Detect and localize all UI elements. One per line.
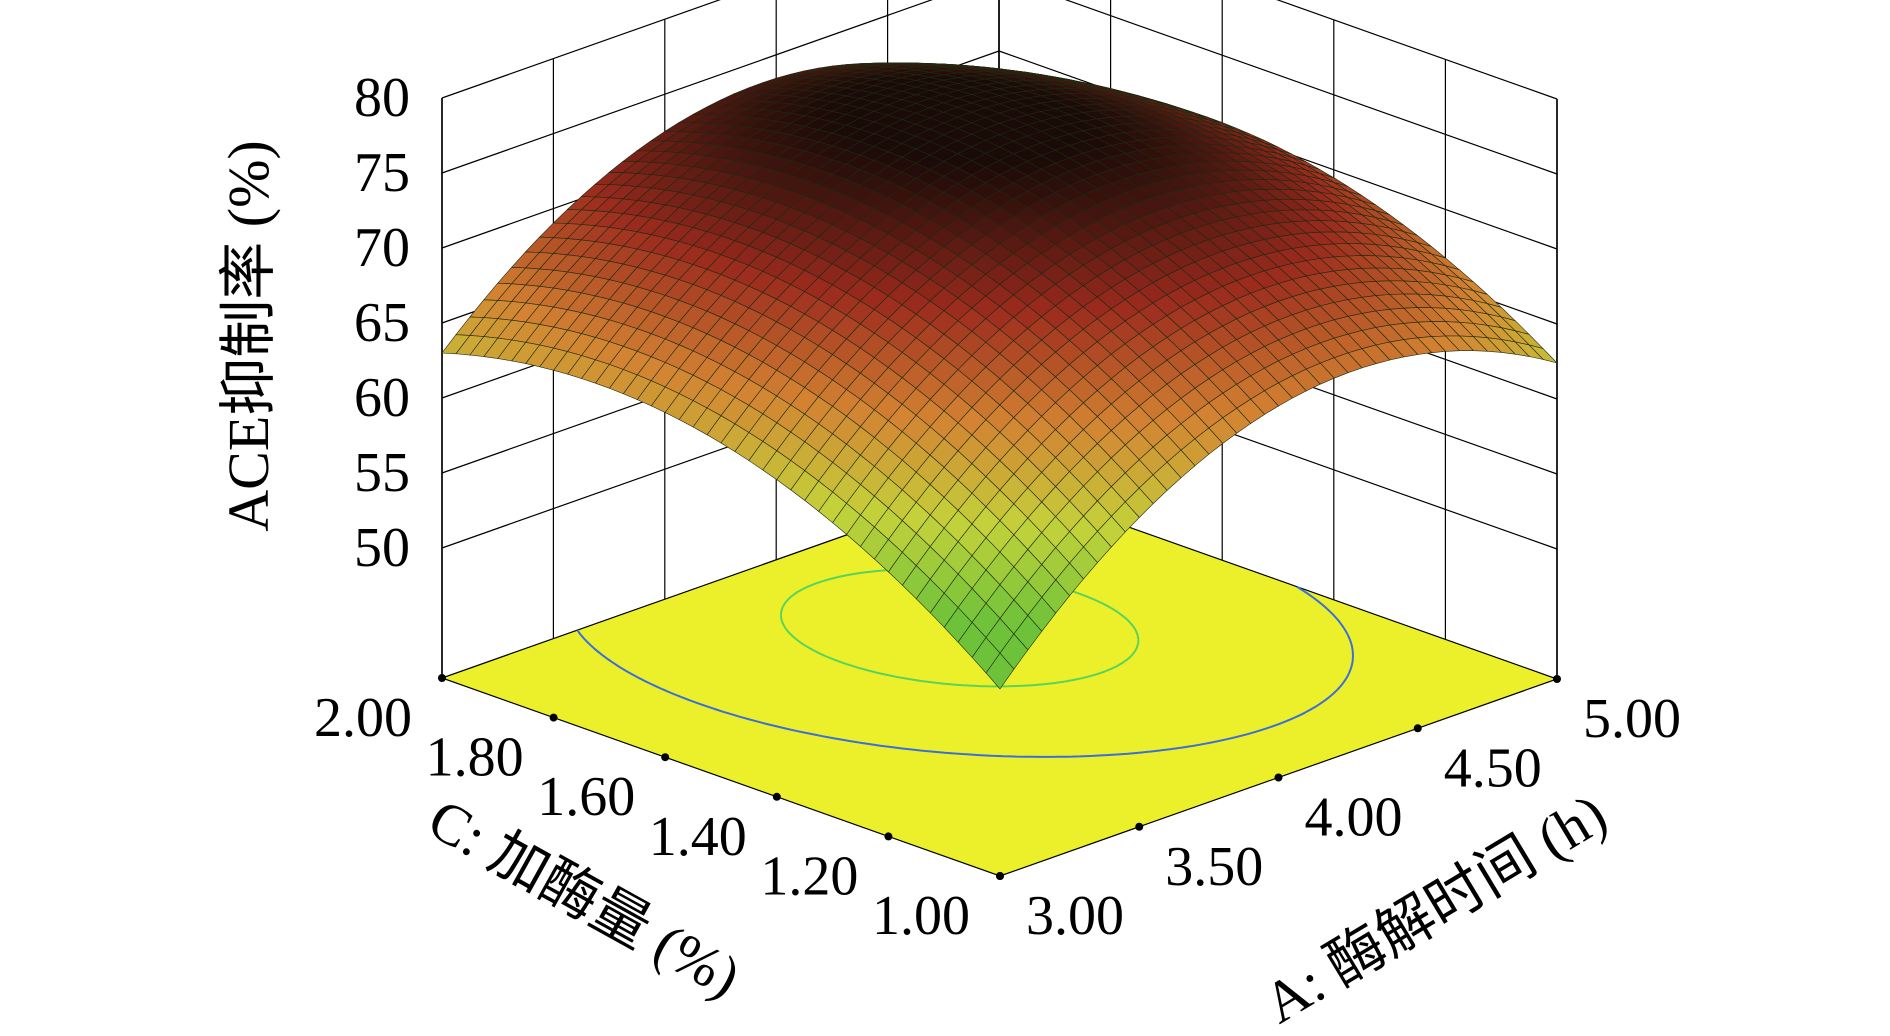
y-tick-label: 2.00: [314, 687, 412, 749]
y-tick-mark: [549, 713, 558, 722]
x-tick-mark: [1274, 773, 1283, 782]
y-tick-label: 1.20: [760, 845, 858, 907]
y-tick-mark: [772, 792, 781, 801]
wall-grid-horizontal: [1276, 0, 1558, 100]
x-tick-label: 4.00: [1305, 787, 1403, 849]
z-tick-label: 50: [354, 517, 410, 579]
z-tick-label: 80: [354, 67, 410, 129]
wall-grid-horizontal: [1064, 0, 1558, 175]
y-tick-label: 1.40: [649, 806, 747, 868]
z-tick-label: 75: [354, 142, 410, 204]
response-surface-mesh: [441, 62, 1558, 690]
z-axis-title: ACE抑制率 (%): [216, 140, 281, 531]
y-tick-label: 1.60: [537, 766, 635, 828]
y-tick-label: 1.00: [872, 885, 970, 947]
z-tick-label: 70: [354, 217, 410, 279]
x-tick-mark: [1553, 675, 1561, 683]
axis-tick-labels: 50 55 60 65 70 75 80 1.001.201.401.601.802.00 3.…: [314, 67, 1681, 947]
x-tick-label: 3.50: [1165, 836, 1263, 898]
y-tick-mark: [884, 832, 893, 841]
z-tick-label: 55: [354, 442, 410, 504]
z-tick-label: 60: [354, 367, 410, 429]
surface-cell: [985, 652, 1015, 690]
wall-grid-horizontal: [441, 0, 933, 174]
x-tick-label: 5.00: [1583, 688, 1681, 750]
x-tick-mark: [1413, 724, 1422, 733]
wall-grid-horizontal: [441, 0, 721, 99]
y-tick-mark: [438, 674, 446, 682]
z-tick-label: 65: [354, 292, 410, 354]
x-tick-label: 3.00: [1026, 885, 1124, 947]
x-tick-mark: [1135, 822, 1144, 831]
y-tick-label: 1.80: [426, 727, 524, 789]
y-tick-mark: [661, 753, 670, 762]
contour-line: [576, 499, 1354, 758]
y-tick-mark: [996, 872, 1004, 880]
x-tick-label: 4.50: [1444, 737, 1542, 799]
